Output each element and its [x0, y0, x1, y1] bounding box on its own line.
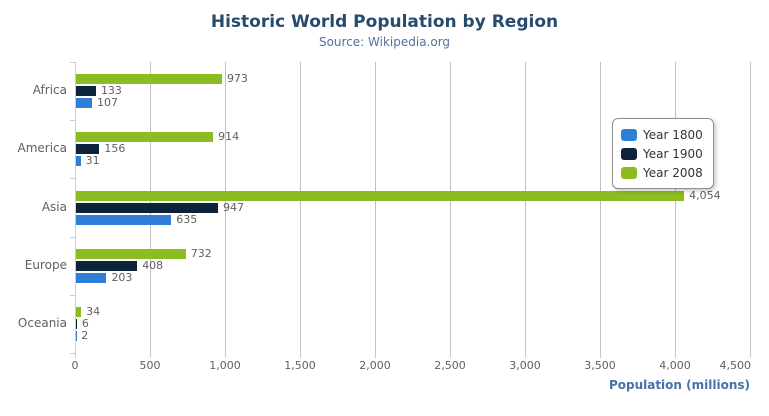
x-axis-label: 1,000 [209, 359, 241, 372]
bar-value-label: 203 [111, 270, 133, 284]
y-axis-tick [70, 178, 75, 180]
x-axis-tick [375, 353, 376, 358]
y-axis-tick [70, 353, 75, 354]
legend-item-year-2008[interactable]: Year 2008 [621, 163, 703, 182]
category-label-america: America [17, 141, 68, 156]
y-axis-tick [70, 120, 75, 122]
bar-value-label: 31 [85, 154, 100, 168]
x-axis-tick [75, 353, 76, 358]
x-axis-title: Population (millions) [608, 378, 750, 392]
bar-asia-year-2008[interactable] [76, 190, 685, 201]
bar-value-label: 973 [226, 72, 248, 86]
bar-africa-year-1900[interactable] [76, 86, 96, 97]
y-axis-tick [70, 294, 75, 296]
y-axis-tick [70, 62, 75, 63]
legend-item-year-1900[interactable]: Year 1900 [621, 144, 703, 163]
gridline [525, 62, 526, 353]
gridline [750, 62, 751, 353]
bar-value-label: 635 [176, 212, 198, 226]
y-axis-line [75, 62, 76, 353]
bar-value-label: 914 [218, 130, 240, 144]
bar-europe-year-2008[interactable] [76, 248, 186, 259]
x-axis-label: 4,500 [719, 359, 752, 372]
chart-subtitle: Source: Wikipedia.org [318, 35, 451, 49]
gridline [600, 62, 601, 353]
legend-swatch-year-2008 [621, 166, 637, 179]
x-axis-tick [600, 353, 601, 358]
legend: Year 1800 Year 1900 Year 2008 [612, 118, 714, 189]
x-axis-tick [450, 353, 451, 358]
gridline [375, 62, 376, 353]
legend-item-label: Year 1800 [643, 127, 703, 142]
bar-america-year-2008[interactable] [76, 132, 214, 143]
x-axis-label: 3,500 [584, 359, 616, 372]
x-axis-label: 2,000 [359, 359, 391, 372]
bar-europe-year-1800[interactable] [76, 272, 107, 283]
bar-africa-year-2008[interactable] [76, 74, 222, 85]
x-axis-label: 500 [139, 359, 161, 372]
bar-value-label: 732 [190, 246, 212, 260]
legend-swatch-year-1900 [621, 147, 637, 160]
gridline [300, 62, 301, 353]
x-axis-tick [150, 353, 151, 358]
x-axis-label: 3,000 [509, 359, 541, 372]
bar-value-label: 34 [86, 304, 101, 318]
x-axis-tick [750, 353, 751, 358]
x-axis-label: 2,500 [434, 359, 466, 372]
x-axis-tick [675, 353, 676, 358]
gridline [225, 62, 226, 353]
bar-value-label: 133 [100, 84, 122, 98]
legend-item-label: Year 1900 [643, 146, 703, 161]
category-label-europe: Europe [24, 257, 67, 272]
y-axis-tick [70, 236, 75, 238]
bar-oceania-year-1900[interactable] [76, 318, 77, 329]
x-axis-tick [225, 353, 226, 358]
chart-title: Historic World Population by Region [210, 12, 559, 32]
x-axis-label: 1,500 [284, 359, 316, 372]
bar-value-label: 4,054 [689, 188, 721, 202]
legend-item-year-1800[interactable]: Year 1800 [621, 125, 703, 144]
x-axis-tick [300, 353, 301, 358]
bar-value-label: 6 [81, 316, 89, 330]
bar-america-year-1900[interactable] [76, 144, 100, 155]
legend-item-label: Year 2008 [643, 165, 703, 180]
x-axis-label: 4,000 [659, 359, 691, 372]
category-label-oceania: Oceania [17, 315, 67, 330]
bar-asia-year-1900[interactable] [76, 202, 219, 213]
category-label-africa: Africa [32, 83, 67, 98]
x-axis-tick [525, 353, 526, 358]
bar-oceania-year-2008[interactable] [76, 306, 82, 317]
chart-context-menu-button[interactable] [730, 19, 755, 39]
legend-swatch-year-1800 [621, 128, 637, 141]
bar-europe-year-1900[interactable] [76, 260, 138, 271]
bar-value-label: 408 [142, 258, 164, 272]
bar-america-year-1800[interactable] [76, 156, 81, 167]
category-label-asia: Asia [41, 199, 67, 214]
bar-africa-year-1800[interactable] [76, 98, 93, 109]
bar-value-label: 156 [104, 142, 126, 156]
gridline [450, 62, 451, 353]
bar-value-label: 2 [81, 328, 89, 342]
x-axis-label: 0 [71, 359, 79, 372]
bar-asia-year-1800[interactable] [76, 214, 172, 225]
bar-value-label: 107 [97, 96, 119, 110]
gridline [675, 62, 676, 353]
bar-value-label: 947 [223, 200, 245, 214]
